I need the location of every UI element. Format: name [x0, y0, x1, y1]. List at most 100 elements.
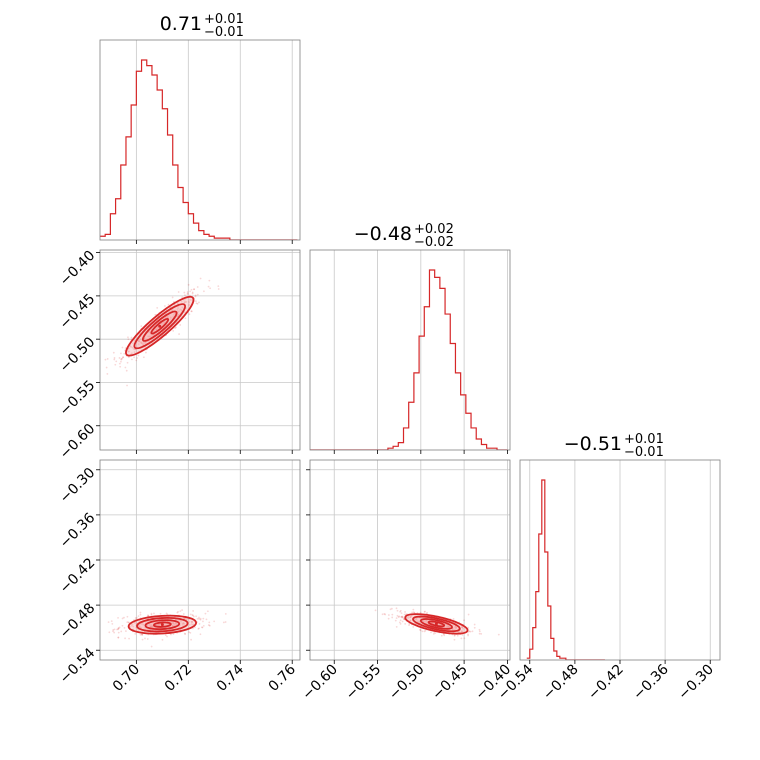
- histogram-bin: [147, 66, 152, 240]
- sample-point: [412, 611, 415, 613]
- sample-point: [179, 620, 181, 623]
- sample-point: [461, 626, 464, 629]
- sample-point: [137, 339, 140, 342]
- y-tick-label: −0.42: [57, 555, 99, 597]
- sample-point: [142, 356, 145, 359]
- sample-point: [147, 335, 150, 338]
- sample-point: [108, 631, 111, 634]
- histogram-bin: [194, 223, 199, 240]
- histogram-bin: [116, 199, 121, 240]
- y-tick-label: −0.55: [57, 378, 99, 420]
- x-tick-label: −0.48: [540, 662, 582, 704]
- sample-point: [115, 360, 118, 363]
- y-tick-label: −0.30: [57, 465, 99, 507]
- sample-point: [148, 335, 151, 338]
- histogram-bin: [440, 288, 445, 450]
- joint-panel-0-1: −0.60−0.55−0.50−0.45−0.40: [57, 248, 301, 462]
- sample-point: [188, 298, 191, 301]
- sample-point: [118, 357, 121, 359]
- sample-point: [126, 621, 129, 624]
- sample-point: [196, 617, 199, 620]
- histogram-bin: [409, 402, 414, 450]
- sample-point: [387, 617, 390, 620]
- sample-point: [118, 362, 121, 365]
- sample-point: [131, 352, 133, 355]
- sample-point: [110, 620, 113, 623]
- sample-point: [158, 624, 160, 627]
- sample-point: [403, 618, 405, 621]
- sample-point: [150, 624, 153, 626]
- sample-point: [132, 625, 135, 628]
- marginal-panel-2: −0.54 −0.48 −0.42 −0.36 −0.30−0.51 +0.01−0.01: [495, 432, 721, 704]
- sample-point: [461, 630, 464, 633]
- sample-point: [141, 633, 144, 636]
- sample-point: [126, 384, 128, 387]
- sample-point: [117, 627, 120, 630]
- sample-point: [127, 336, 129, 339]
- histogram-bin: [168, 135, 173, 240]
- sample-point: [120, 360, 122, 363]
- sample-point: [172, 315, 175, 318]
- joint-panel-1-2: −0.60 −0.55 −0.50 −0.45 −0.40: [299, 459, 514, 704]
- histogram-bin: [105, 234, 110, 240]
- title-value: −0.51: [564, 433, 622, 455]
- sample-point: [384, 613, 387, 616]
- sample-point: [397, 616, 400, 618]
- sample-point: [145, 341, 147, 344]
- histogram-step-line: [526, 479, 605, 660]
- sample-point: [173, 624, 176, 626]
- sample-point: [478, 632, 481, 635]
- sample-point: [186, 293, 189, 295]
- sample-point: [415, 618, 418, 621]
- sample-point: [145, 351, 147, 354]
- sample-point: [118, 626, 121, 629]
- sample-point: [461, 627, 464, 630]
- histogram-step-line: [310, 269, 508, 450]
- sample-point: [171, 621, 174, 624]
- sample-point: [456, 634, 459, 637]
- sample-point: [399, 609, 402, 612]
- sample-point: [395, 625, 398, 628]
- sample-point: [190, 310, 193, 313]
- histogram-step-line: [100, 59, 298, 240]
- histogram-bin: [173, 165, 178, 240]
- histogram-bin: [398, 443, 403, 450]
- sample-point: [404, 611, 406, 613]
- sample-point: [140, 342, 143, 344]
- sample-point: [153, 612, 155, 615]
- sample-point: [389, 608, 392, 611]
- sample-point: [117, 631, 120, 634]
- sample-point: [188, 623, 191, 626]
- sample-point: [137, 343, 140, 346]
- sample-point: [121, 624, 124, 627]
- sample-point: [188, 303, 191, 306]
- density-peak: [434, 622, 438, 626]
- sample-point: [158, 623, 161, 626]
- sample-point: [117, 636, 120, 639]
- sample-point: [452, 618, 455, 620]
- sample-point: [144, 341, 147, 344]
- sample-point: [147, 614, 150, 617]
- sample-point: [434, 632, 437, 635]
- sample-point: [139, 611, 142, 614]
- sample-point: [432, 622, 435, 625]
- sample-point: [147, 335, 150, 338]
- x-tick-label: 0.74: [214, 661, 247, 694]
- sample-point: [176, 623, 178, 626]
- sample-point: [473, 623, 476, 626]
- sample-point: [401, 615, 403, 618]
- sample-point: [158, 623, 161, 626]
- x-tick-label: −0.50: [386, 662, 428, 704]
- sample-point: [205, 618, 208, 621]
- histogram-bin: [121, 165, 126, 240]
- x-tick-label: −0.42: [585, 662, 627, 704]
- sample-point: [116, 628, 118, 631]
- sample-point: [157, 623, 160, 626]
- sample-point: [175, 622, 177, 624]
- sample-point: [151, 334, 153, 337]
- sample-point: [452, 628, 455, 631]
- sample-point: [154, 313, 157, 316]
- sample-point: [121, 617, 124, 620]
- sample-point: [117, 628, 120, 631]
- sample-point: [181, 609, 183, 611]
